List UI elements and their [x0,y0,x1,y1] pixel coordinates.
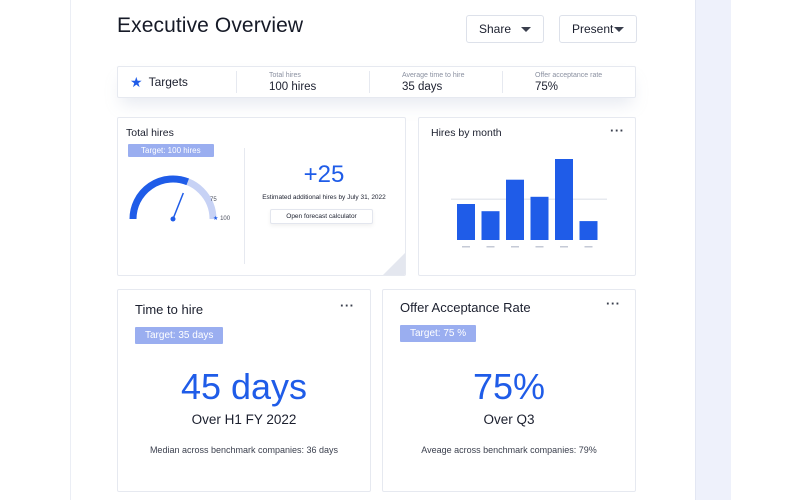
targets-label: Targets [148,75,188,89]
total-hires-card: Total hires Target: 100 hires 75 ★ 100 +… [117,117,406,276]
star-icon: ★ [213,216,219,222]
gauge-fill [129,175,190,220]
target-time-to-hire: Average time to hire 35 days [370,72,502,93]
bar-4 [530,196,549,240]
gauge-hub [170,216,176,222]
bar-1 [457,204,475,240]
x-tick-label-4 [535,246,544,248]
target-pill: Target: 75 % [400,325,477,342]
x-tick-label-1 [462,246,470,248]
target-label: Offer acceptance rate [535,71,603,79]
divider [369,71,370,93]
estimate-text: Estimated additional hires by July 31, 2… [262,194,386,201]
target-pill: Target: 100 hires [128,144,214,157]
target-offer-acceptance: Offer acceptance rate 75% [503,72,635,93]
targets-bar: ★ Targets Total hires 100 hires Average … [117,66,636,98]
page-left-rule [70,0,71,500]
card-title: Hires by month [431,127,502,139]
target-label: Total hires [269,71,301,79]
bar-6 [579,221,598,240]
right-side-panel [695,0,731,500]
target-value: 75% [535,80,559,93]
gauge-track [129,175,217,220]
star-icon: ★ [130,73,143,90]
target-value: 35 days [402,80,443,93]
bar-3 [506,179,524,240]
more-horizontal-icon[interactable]: ··· [610,123,625,138]
divider [236,71,237,93]
present-label: Present [572,22,614,36]
gauge-tick-75: 75 [210,197,217,203]
chevron-down-icon [614,26,624,32]
bar-2 [481,211,500,240]
present-button[interactable]: Present [559,15,637,43]
card-title: Offer Acceptance Rate [400,300,531,315]
more-horizontal-icon[interactable]: ··· [340,298,355,313]
tick-100-label: 100 [220,216,231,222]
x-tick-label-6 [584,246,593,248]
offer-acceptance-period: Over Q3 [483,412,535,427]
offer-acceptance-card: Offer Acceptance Rate ··· Target: 75 % 7… [382,289,636,492]
x-tick-label-2 [486,246,495,248]
card-title: Total hires [126,127,174,139]
share-button[interactable]: Share [466,15,544,43]
target-label: Average time to hire [402,71,465,79]
benchmark-note: Aveage across benchmark companies: 79% [421,445,597,455]
target-pill: Target: 35 days [135,327,224,344]
offer-acceptance-value: 75% [472,366,546,407]
time-to-hire-card: Time to hire ··· Target: 35 days 45 days… [117,289,371,492]
bar-5 [555,159,573,240]
hires-by-month-card: Hires by month ··· [418,117,636,276]
time-to-hire-period: Over H1 FY 2022 [191,412,297,427]
card-fold-corner [383,253,405,275]
page-title: Executive Overview [117,14,304,37]
gauge-tick-100: ★ 100 [213,215,230,222]
time-to-hire-value: 45 days [180,366,308,407]
hires-by-month-chart [451,159,607,248]
hires-delta: +25 [303,161,345,188]
share-label: Share [479,22,512,36]
target-value: 100 hires [269,80,317,93]
x-tick-label-5 [560,246,568,248]
x-ticks-group [462,246,593,248]
chevron-down-icon [521,26,531,32]
benchmark-note: Median across benchmark companies: 36 da… [149,445,339,455]
divider [502,71,503,93]
hires-gauge [129,175,217,222]
more-horizontal-icon[interactable]: ··· [606,296,621,311]
targets-header: ★ Targets [118,74,236,91]
x-tick-label-3 [511,246,519,248]
card-title: Time to hire [135,302,204,317]
target-total-hires: Total hires 100 hires [237,72,369,93]
divider [244,148,245,264]
gauge-needle [172,192,185,220]
open-forecast-button[interactable]: Open forecast calculator [270,209,373,224]
bars-group [457,159,598,240]
